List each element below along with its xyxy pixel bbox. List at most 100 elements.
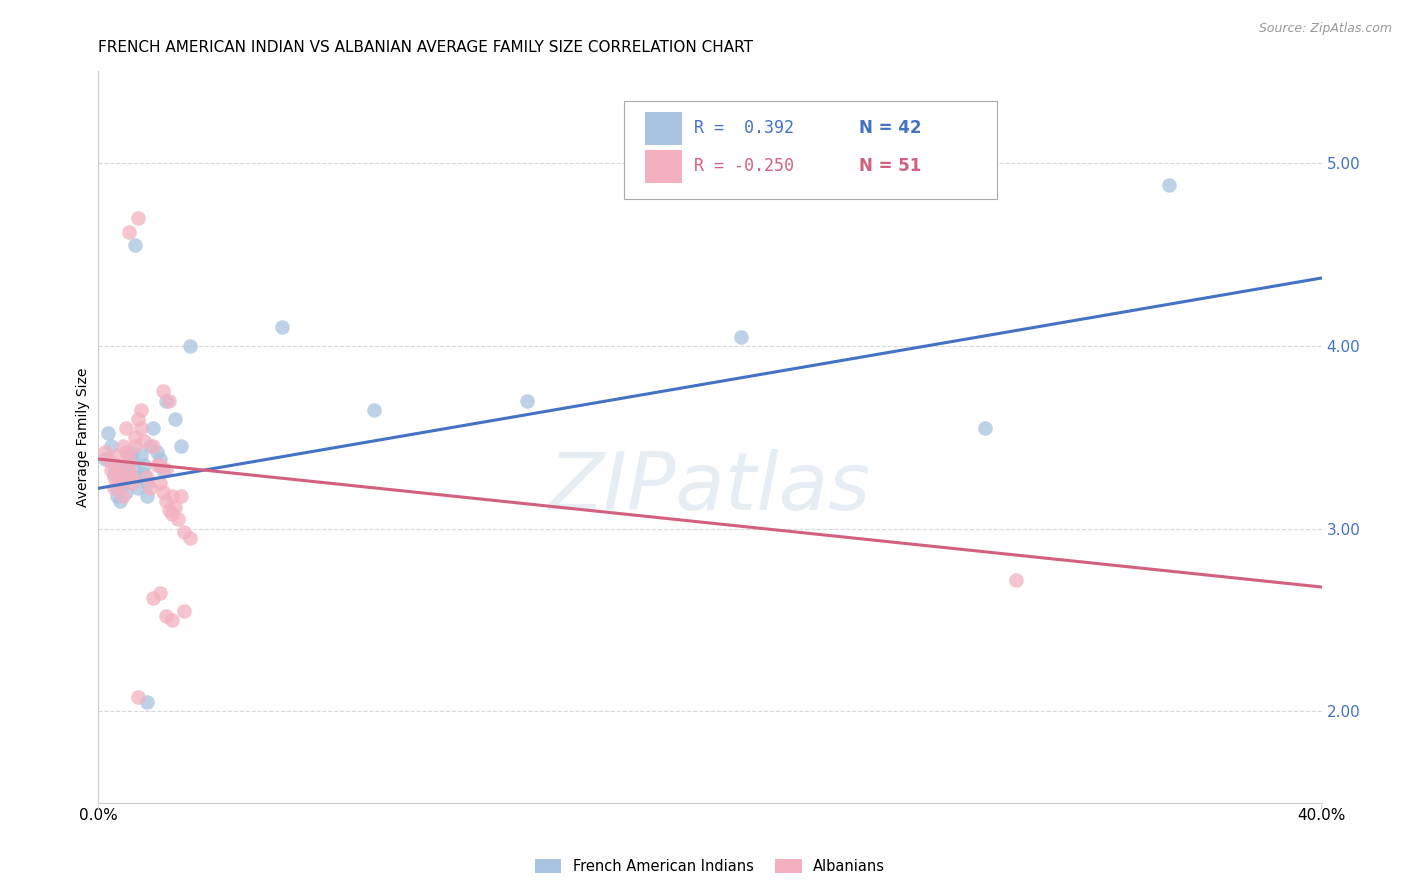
Point (145, 458, 167, 472)
Point (974, 421, 997, 435)
Text: N = 42: N = 42 (859, 119, 922, 136)
Point (100, 463, 122, 477)
Point (129, 402, 152, 417)
Point (155, 494, 177, 508)
Point (121, 475, 143, 490)
Point (127, 211, 149, 225)
Point (139, 439, 162, 453)
Point (127, 481, 149, 495)
Point (124, 238, 146, 252)
Point (134, 458, 156, 472)
Point (142, 591, 165, 605)
Y-axis label: Average Family Size: Average Family Size (76, 368, 90, 507)
Point (121, 470, 143, 484)
Point (118, 470, 141, 484)
Text: R =  0.392: R = 0.392 (695, 119, 794, 136)
Point (516, 393, 538, 408)
Point (111, 463, 134, 477)
Point (100, 439, 122, 453)
Point (363, 402, 385, 417)
Point (97, 452, 120, 467)
Point (730, 329, 752, 343)
Point (105, 489, 128, 503)
Point (124, 439, 146, 453)
Point (139, 481, 162, 495)
Point (136, 470, 159, 484)
Point (111, 489, 134, 503)
Point (127, 470, 149, 484)
Point (149, 452, 172, 467)
Point (115, 458, 138, 472)
FancyBboxPatch shape (645, 112, 682, 145)
Point (149, 585, 172, 599)
Point (157, 503, 180, 517)
Point (118, 452, 141, 467)
Point (129, 449, 152, 463)
Point (270, 320, 292, 334)
Legend: French American Indians, Albanians: French American Indians, Albanians (529, 853, 891, 880)
Point (142, 421, 165, 435)
Point (149, 458, 172, 472)
Point (124, 463, 146, 477)
Text: Source: ZipAtlas.com: Source: ZipAtlas.com (1258, 22, 1392, 36)
Point (160, 489, 183, 503)
Point (134, 467, 156, 481)
FancyBboxPatch shape (645, 151, 682, 183)
Point (149, 475, 172, 490)
Text: ZIPatlas: ZIPatlas (548, 450, 872, 527)
Text: N = 51: N = 51 (859, 158, 921, 176)
Point (105, 449, 128, 463)
Point (170, 489, 193, 503)
Point (134, 434, 156, 448)
Point (108, 467, 131, 481)
Point (115, 421, 138, 435)
Point (105, 458, 128, 472)
Point (145, 444, 167, 458)
Point (97, 426, 120, 441)
Point (93, 452, 115, 467)
Point (167, 512, 190, 526)
Point (108, 475, 131, 490)
Point (152, 384, 174, 399)
Point (118, 463, 141, 477)
FancyBboxPatch shape (624, 101, 997, 200)
Point (115, 485, 138, 500)
Point (157, 393, 180, 408)
Point (111, 439, 134, 453)
Point (179, 339, 201, 353)
Point (155, 609, 177, 624)
Point (124, 430, 146, 444)
Point (163, 412, 186, 426)
Point (173, 604, 195, 618)
Point (142, 439, 165, 453)
Text: FRENCH AMERICAN INDIAN VS ALBANIAN AVERAGE FAMILY SIZE CORRELATION CHART: FRENCH AMERICAN INDIAN VS ALBANIAN AVERA… (98, 40, 754, 55)
Point (163, 500, 186, 514)
Point (179, 531, 201, 545)
Point (108, 470, 131, 484)
Point (108, 494, 131, 508)
Point (103, 467, 125, 481)
Point (115, 444, 138, 458)
Point (118, 225, 141, 239)
Point (170, 439, 193, 453)
Point (1157, 178, 1180, 192)
Point (121, 452, 143, 467)
Point (136, 695, 159, 709)
Point (136, 489, 159, 503)
Point (155, 463, 177, 477)
Point (152, 463, 174, 477)
Point (127, 412, 149, 426)
Point (93, 444, 115, 458)
Point (121, 444, 143, 458)
Point (103, 458, 125, 472)
Point (173, 525, 195, 540)
Point (136, 475, 159, 490)
Point (105, 481, 128, 495)
Point (1004, 573, 1026, 587)
Point (103, 470, 125, 484)
Point (127, 690, 149, 704)
Point (155, 393, 177, 408)
Point (129, 421, 152, 435)
Point (118, 449, 141, 463)
Point (160, 613, 183, 627)
